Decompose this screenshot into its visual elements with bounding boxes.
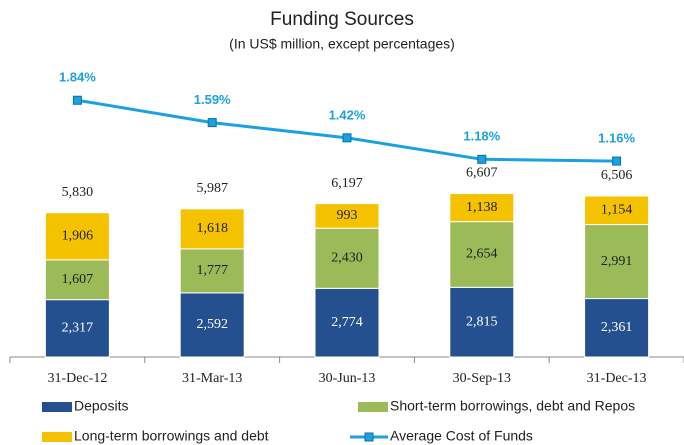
line-marker: [612, 156, 622, 166]
legend-label: Long-term borrowings and debt: [74, 428, 269, 444]
data-label: 1,607: [62, 272, 94, 287]
legend-label: Deposits: [74, 398, 128, 414]
data-label: 2,774: [331, 315, 363, 330]
bar-segment: [44, 299, 110, 358]
x-tick-label: 31-Dec-12: [47, 371, 107, 386]
line-marker: [207, 118, 217, 128]
line-label: 1.16%: [598, 131, 635, 146]
bar-segment: [449, 192, 515, 223]
line-label: 1.84%: [59, 70, 96, 85]
legend-marker: [364, 432, 374, 442]
bar-segment: [314, 227, 380, 289]
bar-segment: [584, 224, 650, 300]
bar-segment: [584, 298, 650, 358]
total-label: 6,506: [601, 168, 633, 183]
line-label: 1.59%: [194, 92, 231, 107]
bar-segment: [449, 286, 515, 358]
data-label: 2,815: [466, 314, 498, 329]
data-label: 2,592: [196, 317, 228, 332]
x-tick-label: 31-Mar-13: [182, 371, 242, 386]
x-tick-label: 30-Jun-13: [319, 371, 376, 386]
legend-swatch: [42, 432, 72, 442]
total-label: 6,607: [466, 166, 498, 181]
bar-segment: [179, 208, 245, 250]
data-label: 2,991: [601, 254, 633, 269]
chart-title: Funding Sources: [270, 9, 414, 30]
data-label: 993: [337, 208, 358, 223]
data-label: 1,154: [601, 202, 633, 217]
x-tick-label: 31-Dec-13: [587, 371, 647, 386]
line-label: 1.18%: [463, 129, 500, 144]
total-label: 6,197: [331, 176, 363, 191]
legend-swatch: [358, 402, 388, 412]
data-label: 2,430: [331, 250, 363, 265]
data-label: 1,618: [196, 221, 228, 236]
legend-label: Short-term borrowings, debt and Repos: [390, 398, 635, 414]
bar-segment: [449, 221, 515, 288]
data-label: 1,777: [196, 263, 228, 278]
data-label: 1,906: [62, 229, 94, 244]
data-label: 2,654: [466, 247, 498, 262]
bar-segment: [314, 287, 380, 358]
x-tick-label: 30-Sep-13: [453, 371, 511, 386]
legend-swatch: [42, 402, 72, 412]
data-label: 1,138: [466, 200, 498, 215]
bar-segment: [179, 248, 245, 294]
line-label: 1.42%: [329, 107, 366, 122]
bar-segment: [584, 195, 650, 226]
data-label: 2,361: [601, 320, 633, 335]
bar-segment: [314, 203, 380, 229]
line-marker: [342, 133, 352, 143]
total-label: 5,987: [196, 181, 228, 196]
bar-segment: [44, 212, 110, 261]
bar-segment: [44, 259, 110, 301]
chart-subtitle: (In US$ million, except percentages): [229, 36, 455, 52]
line-marker: [72, 95, 82, 105]
line-marker: [477, 154, 487, 164]
data-label: 2,317: [62, 321, 94, 336]
legend-label: Average Cost of Funds: [390, 428, 533, 444]
total-label: 5,830: [62, 185, 94, 200]
